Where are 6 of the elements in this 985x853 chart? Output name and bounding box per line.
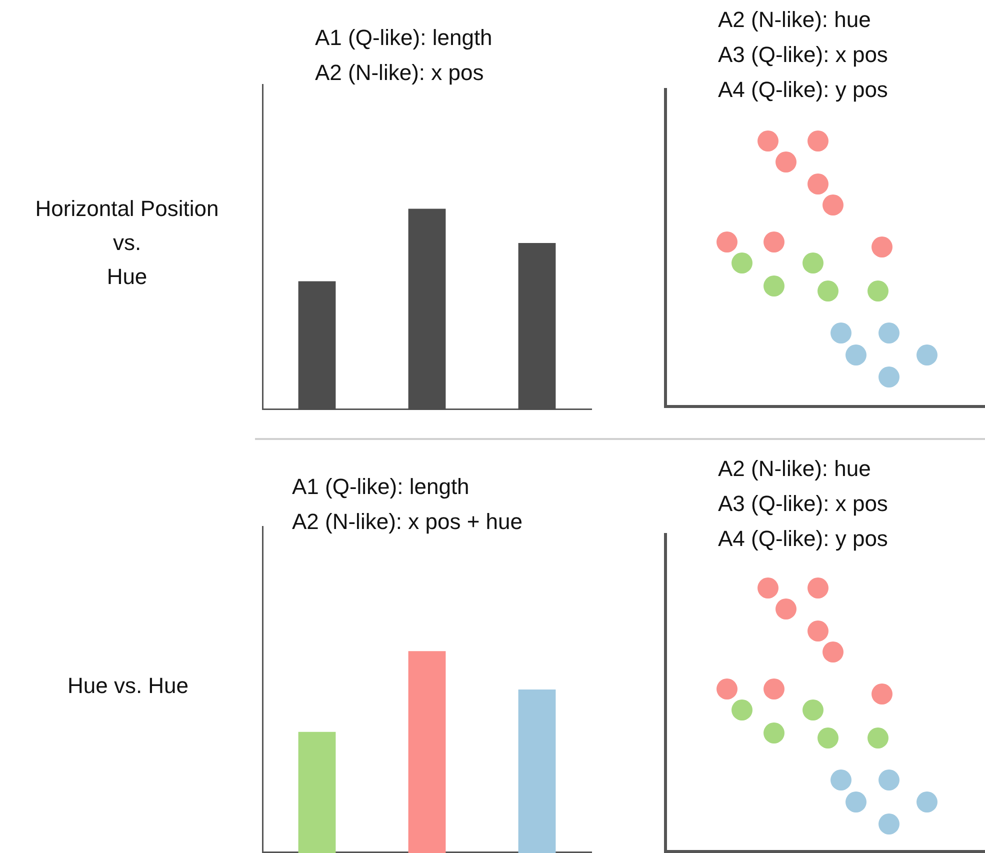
text: A2 (N-like): hue A3 (Q-like): x pos A4 (Q-like): y pos: [718, 455, 888, 553]
chart-title: A1 (Q-like): length A2 (N-like): x pos + hue: [292, 473, 522, 536]
text: A2 (N-like): hue A3 (Q-like): x pos A4 (Q-like): y pos: [718, 6, 888, 104]
chart-title: A1 (Q-like): length A2 (N-like): x pos: [315, 24, 492, 87]
y-axis-title: Hue vs. Hue: [66, 672, 190, 700]
y-axis-title: Horizontal Position vs. Hue: [34, 195, 220, 291]
